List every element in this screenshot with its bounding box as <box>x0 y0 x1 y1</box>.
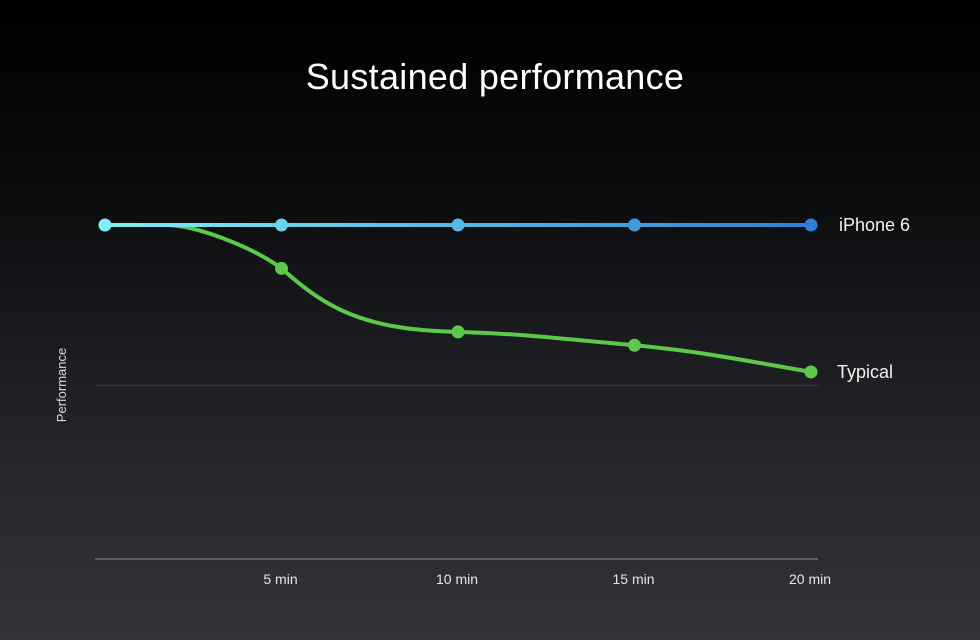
x-tick-label: 10 min <box>436 571 478 587</box>
point-iphone-6 <box>98 218 112 232</box>
point-iphone-6 <box>451 218 465 232</box>
point-iphone-6 <box>804 218 818 232</box>
grid-layer <box>95 384 818 560</box>
series-line-typical <box>103 223 813 374</box>
point-typical <box>275 261 288 275</box>
x-tick-label: 20 min <box>789 571 831 587</box>
point-iphone-6 <box>628 218 641 232</box>
point-typical <box>628 338 641 352</box>
label-layer: 5 min 10 min 15 min 20 min Performance iPhone… <box>54 215 910 587</box>
legend-label-typical: Typical <box>837 362 893 382</box>
point-typical <box>804 365 818 379</box>
y-axis-label: Performance <box>54 348 69 422</box>
marker-layer <box>98 218 818 379</box>
chart-title: Sustained performance <box>305 56 685 97</box>
series-layer <box>103 223 813 374</box>
legend-label-iphone-6: iPhone 6 <box>839 215 910 235</box>
point-iphone-6 <box>275 218 288 232</box>
point-typical <box>451 325 465 339</box>
x-tick-label: 15 min <box>612 571 654 587</box>
x-tick-label: 5 min <box>263 571 297 587</box>
